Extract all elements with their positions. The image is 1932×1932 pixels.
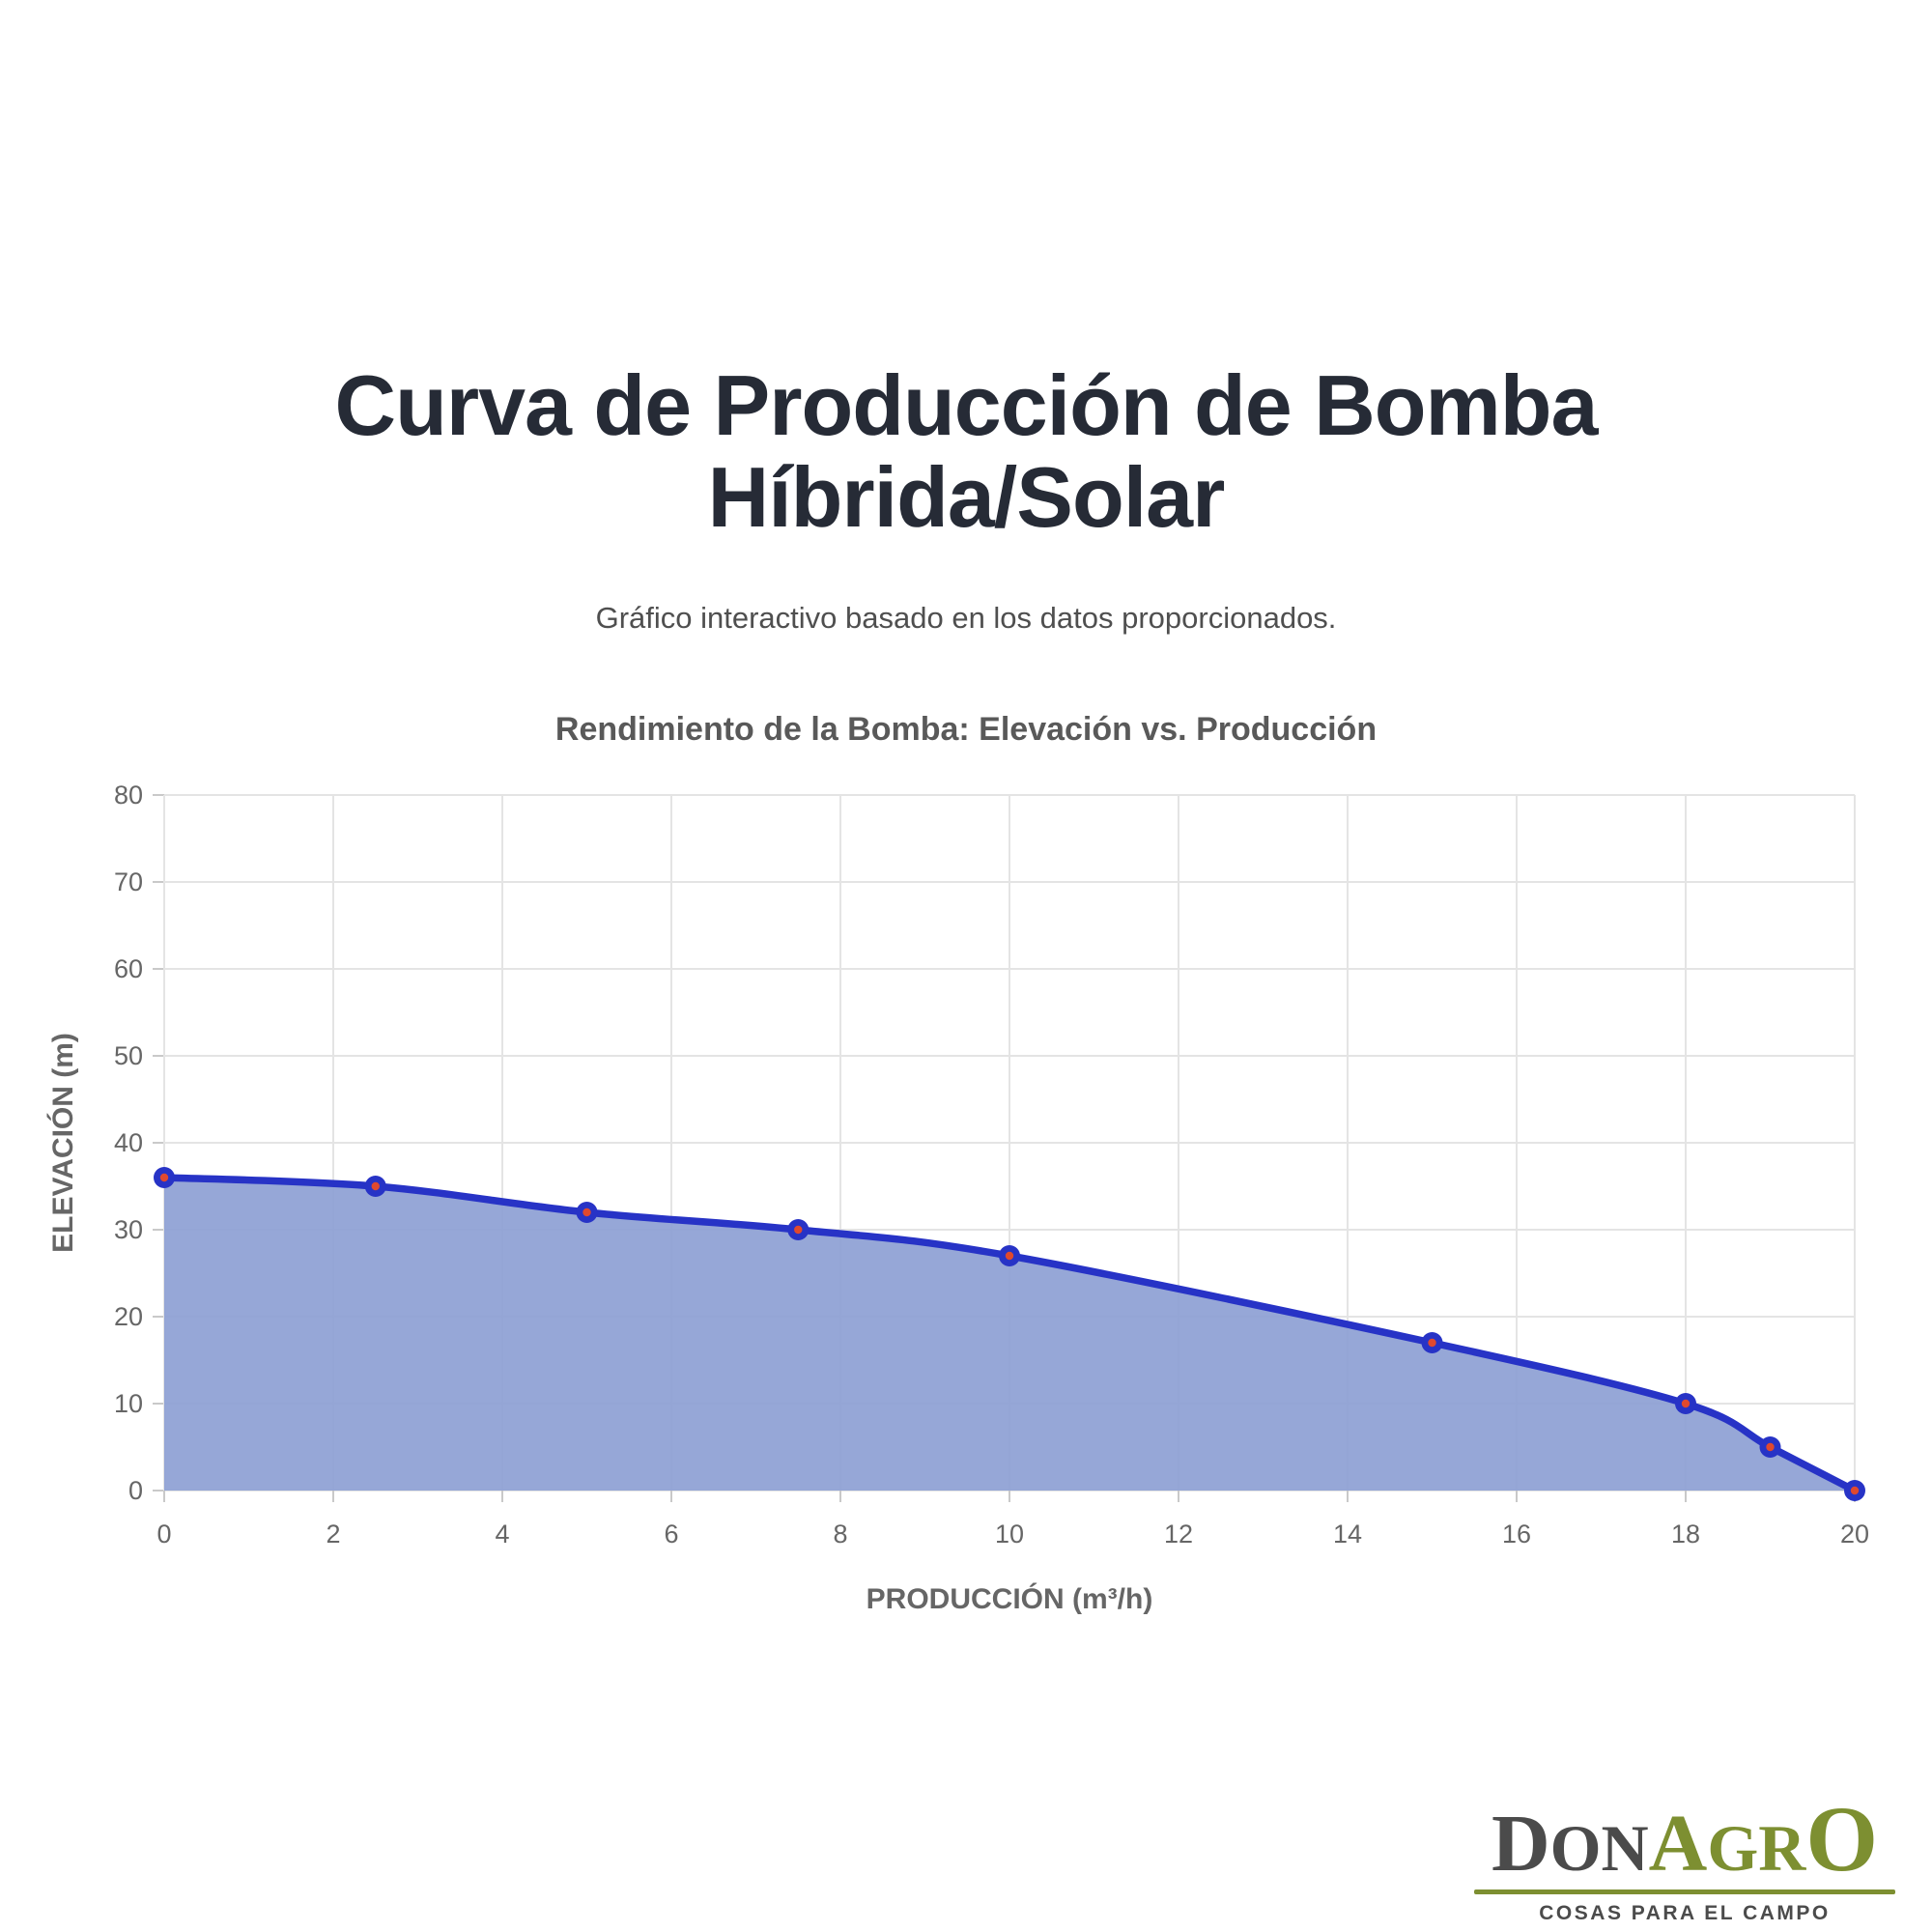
y-axis-title: ELEVACIÓN (m)	[46, 1033, 79, 1253]
logo-wordmark: D ON A GR O	[1474, 1793, 1895, 1886]
x-tick-label: 16	[1502, 1520, 1531, 1548]
data-point-center	[1681, 1399, 1690, 1408]
data-point-center	[1766, 1442, 1775, 1452]
y-tick-label: 0	[128, 1476, 143, 1505]
y-tick-label: 70	[114, 867, 143, 896]
y-tick-label: 60	[114, 954, 143, 983]
chart-axis-labels: 0 10 20 30 40 50 60 70 80 0 2 4 6 8 10 12 14 16 18 20	[114, 781, 1869, 1548]
chart-series	[154, 1167, 1865, 1501]
data-point-center	[1850, 1486, 1860, 1495]
logo-donagro: D ON A GR O COSAS PARA EL CAMPO	[1474, 1793, 1895, 1925]
chart-title: Rendimiento de la Bomba: Elevación vs. P…	[554, 711, 1378, 748]
logo-tagline: COSAS PARA EL CAMPO	[1539, 1902, 1831, 1924]
data-point-center	[794, 1225, 803, 1235]
x-tick-label: 0	[156, 1520, 171, 1548]
logo-letter-group: A	[1648, 1799, 1708, 1889]
x-tick-label: 10	[995, 1520, 1024, 1548]
page-title: Curva de Producción de Bomba Híbrida/Sol…	[0, 359, 1932, 543]
page-title-line2: Híbrida/Solar	[707, 449, 1226, 546]
y-tick-label: 50	[114, 1041, 143, 1070]
logo-underline	[1474, 1889, 1895, 1894]
x-tick-label: 2	[326, 1520, 340, 1548]
data-point-center	[1428, 1338, 1436, 1348]
x-tick-label: 6	[664, 1520, 678, 1548]
x-tick-label: 18	[1671, 1520, 1700, 1548]
y-tick-label: 40	[114, 1128, 143, 1157]
data-point-center	[1005, 1251, 1014, 1261]
data-point-center	[371, 1181, 380, 1191]
chart-canvas[interactable]: 0 10 20 30 40 50 60 70 80 0 2 4 6 8 10 12 14 16 18 20 PRODU…	[0, 676, 1932, 1642]
logo-letter-group: O	[1805, 1787, 1878, 1890]
y-tick-label: 80	[114, 781, 143, 810]
page-title-line1: Curva de Producción de Bomba	[334, 357, 1599, 453]
data-point-center	[582, 1208, 591, 1217]
logo-letter-group: D	[1491, 1799, 1550, 1889]
x-tick-label: 4	[495, 1520, 509, 1548]
y-tick-label: 10	[114, 1389, 143, 1418]
x-tick-label: 8	[833, 1520, 847, 1548]
y-tick-label: 30	[114, 1215, 143, 1244]
logo-letter-group: ON	[1549, 1811, 1649, 1885]
x-tick-label: 20	[1840, 1520, 1869, 1548]
y-tick-label: 20	[114, 1302, 143, 1331]
data-point-center	[159, 1173, 169, 1182]
series-area-fill	[164, 1178, 1855, 1491]
logo-letter-group: GR	[1707, 1811, 1806, 1885]
x-axis-title: PRODUCCIÓN (m³/h)	[867, 1582, 1153, 1615]
x-tick-label: 12	[1164, 1520, 1193, 1548]
x-tick-label: 14	[1333, 1520, 1362, 1548]
page-subtitle: Gráfico interactivo basado en los datos …	[595, 601, 1337, 635]
